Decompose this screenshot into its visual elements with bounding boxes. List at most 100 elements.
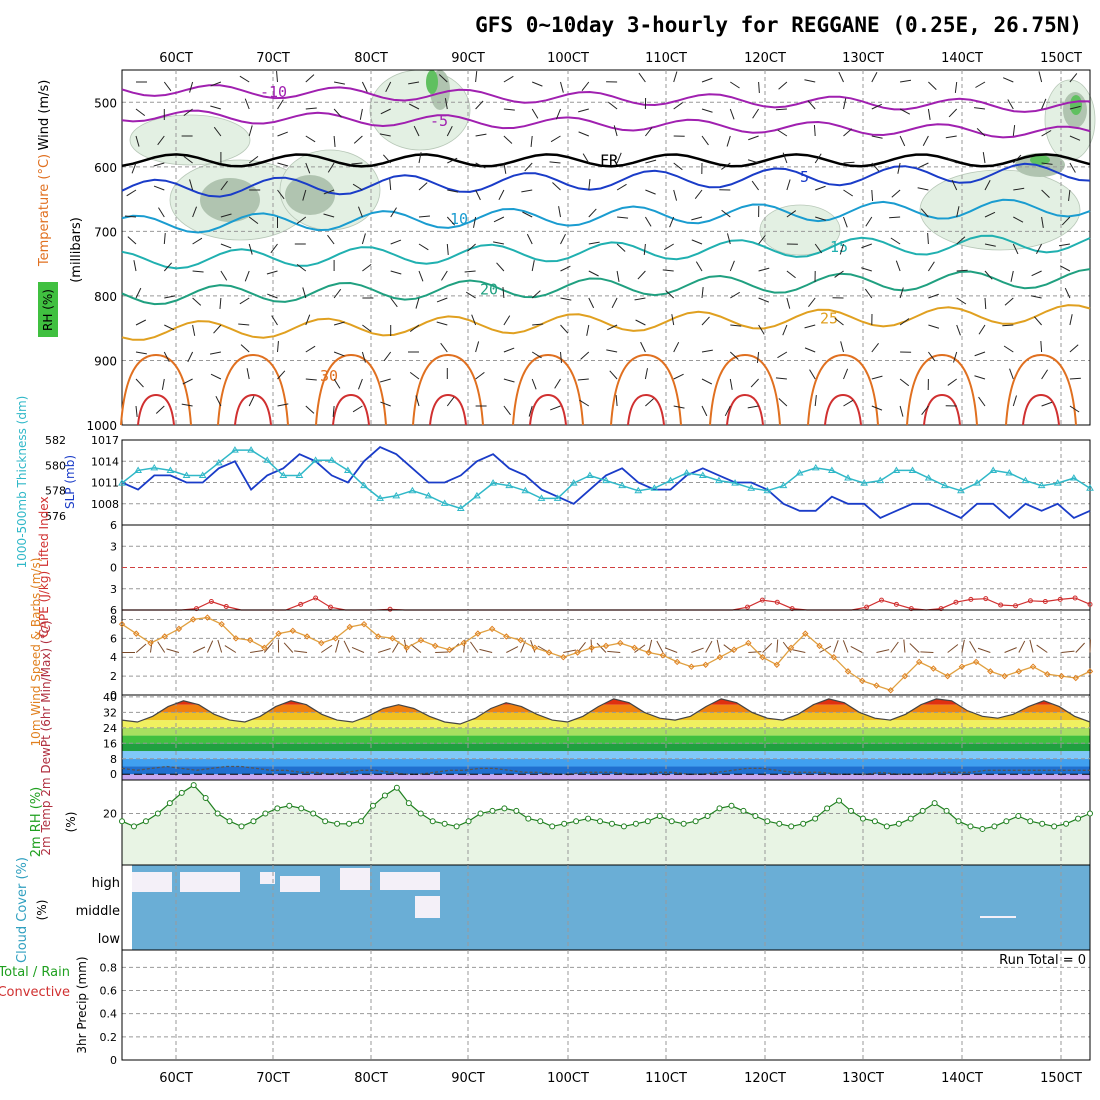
surface-wind-barb	[1061, 650, 1075, 653]
wind-barb	[843, 98, 847, 110]
wind-barb	[305, 314, 311, 326]
wind-barb	[777, 129, 788, 137]
surface-wind-barb	[842, 640, 849, 653]
wind-barb	[135, 319, 147, 326]
wind-barb	[157, 135, 165, 146]
wind-barb	[305, 405, 315, 414]
wind-barb	[645, 398, 654, 407]
cloud-gap	[280, 876, 320, 892]
wind-barb	[153, 162, 165, 167]
surface-wind-barb	[705, 640, 713, 653]
wind-speed-marker	[303, 633, 311, 640]
wind-barb	[615, 394, 618, 407]
rh-marker	[477, 810, 484, 817]
wind-barb	[277, 99, 284, 110]
wind-barb	[756, 351, 760, 363]
rh-marker	[202, 795, 209, 802]
wind-barb	[187, 351, 194, 363]
wind-barb	[701, 378, 713, 385]
wind-barb	[701, 287, 704, 299]
wind-barb	[956, 206, 960, 218]
wind-barb	[643, 243, 646, 255]
wind-barb	[691, 216, 703, 221]
cloud-row-label: high	[92, 876, 120, 891]
rh-marker	[692, 818, 699, 825]
wind-barb	[1069, 105, 1081, 110]
wind-barb	[814, 153, 822, 164]
wind-barb	[928, 293, 939, 299]
wind-tick-label: 4	[110, 651, 117, 664]
temp-contour	[121, 198, 1091, 234]
surface-wind-barb	[410, 643, 422, 653]
y-tick-label: 500	[94, 96, 117, 110]
wind-barb	[864, 288, 873, 299]
thickness-marker	[763, 486, 772, 494]
wind-barb	[726, 135, 731, 147]
wind-speed-marker	[431, 642, 439, 650]
wind-barb	[240, 344, 250, 353]
thickness-marker	[957, 486, 965, 494]
wind-barb	[1007, 99, 1014, 110]
wind-speed-marker	[531, 644, 539, 651]
hot-loop	[137, 393, 175, 426]
li-marker	[893, 601, 899, 607]
wind-barb	[588, 241, 600, 245]
slp-tick-label: 1017	[91, 434, 119, 447]
wind-barb	[210, 373, 222, 380]
bottom-tick-label: 60CT	[159, 1071, 193, 1086]
wind-barb	[928, 324, 940, 329]
temp-band	[122, 758, 1090, 767]
wind-barb	[747, 405, 759, 409]
wind-barb	[277, 189, 285, 200]
wind-barb	[814, 395, 817, 407]
surface-wind-barb	[157, 641, 166, 653]
wind-barb	[751, 180, 760, 191]
y-axis-label: (millibars)	[69, 217, 84, 283]
wind-barb	[1069, 73, 1078, 83]
rh-marker	[847, 807, 854, 814]
wind-barb	[1013, 187, 1025, 191]
wind-barb	[302, 189, 307, 201]
y-axis-label-rh: RH (%)	[41, 289, 55, 331]
wind-speed-marker	[645, 649, 652, 656]
wind-barb	[635, 319, 646, 326]
wind-barb	[956, 269, 968, 272]
wind-barb	[382, 154, 392, 164]
wind-barb	[192, 270, 204, 273]
y-tick-label: 1000	[86, 419, 117, 433]
temp-tick-label: 8	[110, 753, 117, 766]
wind-barb	[447, 157, 458, 164]
wind-barb	[922, 135, 929, 146]
wind-barb	[189, 179, 194, 191]
wind-barb	[978, 324, 986, 335]
wind-barb	[804, 347, 816, 353]
wind-barb	[775, 377, 787, 380]
wind-barb	[522, 211, 533, 218]
temp-tick-label: 32	[103, 706, 117, 719]
wind-speed-marker	[133, 630, 140, 637]
wind-barb	[814, 243, 823, 254]
wind-barb	[446, 396, 455, 407]
y-tick-label: 800	[94, 290, 117, 304]
wind-barb	[357, 378, 363, 390]
rh-marker	[334, 820, 341, 827]
wind-barb	[899, 287, 904, 299]
rh-marker	[513, 807, 520, 814]
thickness-marker	[860, 479, 869, 486]
wind-barb	[843, 368, 849, 380]
wind-barb	[1012, 125, 1016, 137]
wind-barb	[721, 162, 731, 170]
thickness-marker	[1053, 479, 1062, 486]
wind-speed-marker	[830, 654, 837, 661]
wind-barb	[843, 128, 853, 137]
contour-label: -10	[260, 83, 287, 101]
thickness-marker	[618, 481, 627, 489]
wind-barb	[778, 81, 788, 90]
thickness-marker	[1021, 476, 1030, 484]
thickness-marker	[666, 476, 675, 484]
hot-loop	[726, 393, 764, 426]
thickness-marker	[327, 456, 336, 463]
rh-marker	[1003, 818, 1010, 825]
wind-barb	[617, 216, 629, 219]
